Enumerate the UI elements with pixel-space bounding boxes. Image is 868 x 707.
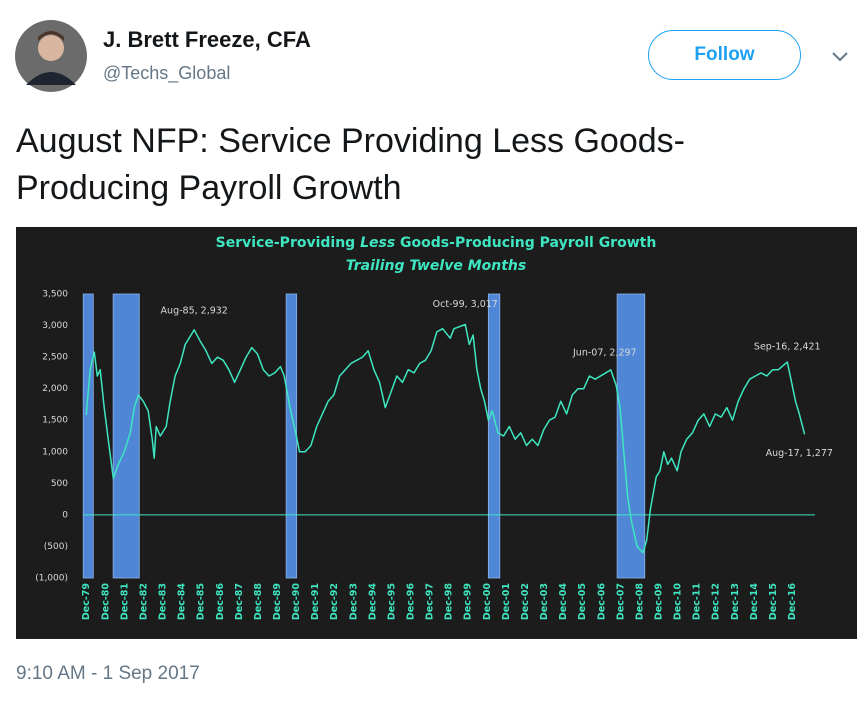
menu-chevron[interactable] — [830, 50, 850, 64]
chart-background — [16, 227, 857, 639]
y-tick-label: 2,000 — [42, 384, 68, 394]
user-name[interactable]: J. Brett Freeze, CFA — [103, 27, 311, 52]
x-tick-label: Dec-09 — [654, 583, 665, 620]
x-tick-label: Dec-94 — [367, 583, 378, 621]
recession-bar — [285, 293, 298, 579]
y-tick-label: 3,000 — [42, 321, 68, 331]
x-tick-label: Dec-81 — [119, 583, 130, 620]
title-part: Goods-Producing Payroll Growth — [400, 235, 656, 251]
x-tick-label: Dec-86 — [215, 583, 226, 621]
x-tick-label: Dec-93 — [348, 583, 359, 620]
x-tick-label: Dec-92 — [329, 583, 340, 620]
x-tick-label: Dec-84 — [177, 583, 188, 621]
y-tick-label: 0 — [62, 510, 68, 520]
x-tick-label: Dec-10 — [673, 583, 684, 621]
x-tick-label: Dec-11 — [692, 583, 703, 620]
data-line — [85, 323, 806, 554]
x-tick-label: Dec-96 — [406, 583, 417, 621]
y-tick-label: 1,000 — [42, 447, 68, 457]
recession-bar — [616, 293, 646, 579]
chart-subtitle: Trailing Twelve Months — [346, 258, 526, 274]
follow-button[interactable]: Follow — [648, 30, 801, 80]
y-tick-label: (1,000) — [35, 574, 68, 584]
x-tick-label: Dec-04 — [558, 583, 569, 621]
title-part: Less — [360, 235, 395, 251]
recession-bar — [112, 293, 140, 579]
x-tick-label: Dec-12 — [711, 583, 722, 620]
x-tick-label: Dec-07 — [615, 583, 626, 620]
y-tick-label: (500) — [44, 542, 68, 552]
annotation: Oct-99, 3,017 — [433, 299, 498, 310]
x-tick-label: Dec-08 — [634, 583, 645, 621]
y-tick-label: 3,500 — [42, 290, 68, 300]
annotation: Aug-17, 1,277 — [766, 448, 833, 459]
annotation: Jun-07, 2,297 — [572, 347, 637, 358]
x-tick-label: Dec-88 — [253, 583, 264, 621]
x-tick-label: Dec-89 — [272, 583, 283, 620]
x-tick-label: Dec-83 — [158, 583, 169, 620]
x-tick-label: Dec-87 — [234, 583, 245, 620]
x-tick-label: Dec-85 — [196, 583, 207, 620]
x-tick-label: Dec-95 — [386, 583, 397, 620]
tweet-text: August NFP: Service Providing Less Goods… — [16, 122, 685, 207]
x-tick-label: Dec-80 — [100, 583, 111, 621]
y-tick-label: 2,500 — [42, 353, 68, 363]
title-part: Service-Providing — [216, 235, 356, 251]
annotation: Aug-85, 2,932 — [161, 305, 228, 316]
x-tick-label: Dec-02 — [520, 583, 531, 620]
x-tick-label: Dec-79 — [81, 583, 92, 620]
x-tick-label: Dec-03 — [539, 583, 550, 620]
x-tick-label: Dec-16 — [787, 583, 798, 621]
chart: Service-Providing Less Goods-Producing P… — [16, 227, 857, 639]
y-tick-label: 500 — [51, 479, 68, 489]
x-tick-label: Dec-90 — [291, 583, 302, 621]
x-tick-label: Dec-15 — [768, 583, 779, 620]
x-tick-label: Dec-05 — [577, 583, 588, 620]
timestamp[interactable]: 9:10 AM - 1 Sep 2017 — [16, 663, 200, 684]
y-tick-label: 1,500 — [42, 416, 68, 426]
x-tick-label: Dec-99 — [463, 583, 474, 620]
annotation: Sep-16, 2,421 — [754, 342, 821, 353]
x-tick-label: Dec-01 — [501, 583, 512, 620]
recession-bar — [487, 293, 501, 579]
x-tick-label: Dec-98 — [444, 583, 455, 621]
chart-title: Service-Providing Less Goods-Producing P… — [216, 235, 657, 251]
avatar[interactable] — [14, 19, 88, 93]
x-tick-label: Dec-00 — [482, 583, 493, 621]
x-tick-label: Dec-13 — [730, 583, 741, 620]
x-tick-label: Dec-82 — [138, 583, 149, 620]
user-handle[interactable]: @Techs_Global — [103, 63, 231, 83]
x-tick-label: Dec-97 — [425, 583, 436, 620]
x-tick-label: Dec-91 — [310, 583, 321, 620]
recession-bar — [82, 293, 94, 579]
x-tick-label: Dec-06 — [596, 583, 607, 621]
x-tick-label: Dec-14 — [749, 583, 760, 621]
